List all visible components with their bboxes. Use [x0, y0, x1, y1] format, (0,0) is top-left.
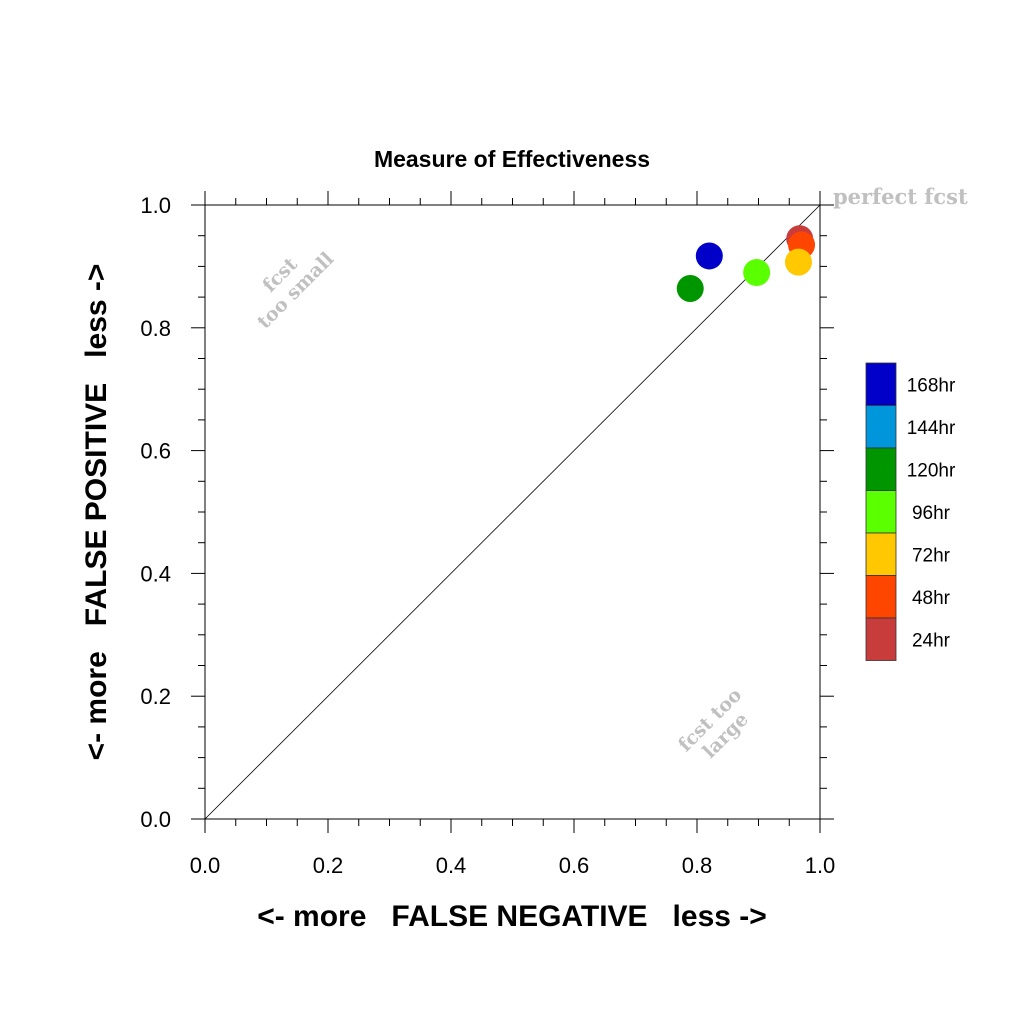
legend-swatch-168hr: [865, 362, 897, 406]
y-tick-label: 1.0: [140, 193, 171, 218]
point-96hr: [743, 259, 771, 287]
legend-label-168hr: 168hr: [907, 375, 956, 396]
legend-label-96hr: 96hr: [912, 503, 951, 524]
diagonal-line: [204, 204, 821, 820]
legend-swatch-72hr: [865, 532, 897, 576]
legend-swatch-24hr: [865, 617, 897, 661]
y-tick-label: 0.8: [140, 316, 171, 341]
legend-swatch-96hr: [865, 490, 897, 534]
x-axis-label: <- more FALSE NEGATIVE less ->: [257, 900, 767, 933]
legend-swatch-144hr: [865, 405, 897, 449]
point-120hr: [676, 275, 704, 303]
x-tick-label: 0.8: [682, 853, 713, 878]
y-tick-label: 0.0: [140, 807, 171, 832]
x-tick-label: 0.4: [436, 853, 467, 878]
legend-swatch-48hr: [865, 575, 897, 619]
x-tick-label: 0.6: [559, 853, 590, 878]
data-points: [676, 225, 816, 303]
x-tick-label: 0.2: [313, 853, 344, 878]
legend-label-72hr: 72hr: [912, 545, 951, 566]
y-tick-labels: 0.0 0.2 0.4 0.6 0.8 1.0: [140, 193, 171, 832]
point-168hr: [695, 242, 723, 270]
legend: 168hr 144hr 120hr 96hr 72hr 48hr 24hr: [865, 362, 956, 661]
chart-title: Measure of Effectiveness: [374, 146, 650, 172]
too-small-annotation-line2: too small: [253, 248, 338, 333]
perfect-forecast-annotation: perfect fcst: [833, 184, 968, 209]
legend-label-48hr: 48hr: [912, 588, 951, 609]
point-72hr: [784, 248, 812, 276]
legend-swatch-120hr: [865, 447, 897, 491]
legend-label-120hr: 120hr: [907, 460, 956, 481]
x-tick-labels: 0.0 0.2 0.4 0.6 0.8 1.0: [190, 853, 836, 878]
legend-label-144hr: 144hr: [907, 418, 956, 439]
y-tick-label: 0.4: [140, 561, 171, 586]
legend-label-24hr: 24hr: [912, 630, 951, 651]
y-tick-label: 0.2: [140, 684, 171, 709]
x-tick-label: 0.0: [190, 853, 221, 878]
y-axis-label: <- more FALSE POSITIVE less ->: [80, 264, 113, 761]
x-tick-label: 1.0: [805, 853, 836, 878]
tick-marks: [191, 191, 834, 833]
y-tick-label: 0.6: [140, 439, 171, 464]
